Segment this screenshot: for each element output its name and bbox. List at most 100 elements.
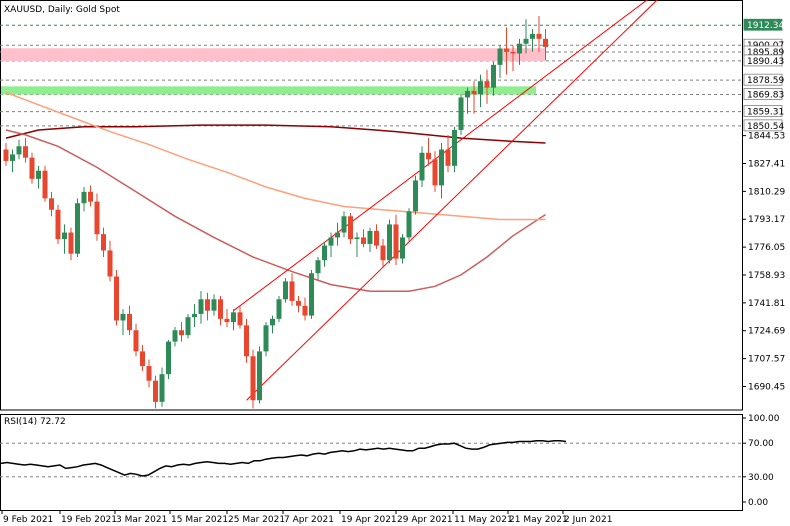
candle-body <box>218 299 223 319</box>
candle-body <box>296 300 301 306</box>
candle-body <box>198 299 204 314</box>
level-label-box <box>743 119 783 132</box>
candle-body <box>530 33 535 39</box>
y-tick-label: 1707.57 <box>748 355 785 365</box>
level-label-box <box>743 88 783 100</box>
candle-body <box>478 81 483 95</box>
y-tick-label: 1776.05 <box>748 243 785 253</box>
candle-body <box>49 198 54 210</box>
candle-body <box>380 245 386 261</box>
y-tick-label: 1724.69 <box>748 327 785 337</box>
rsi-panel: 100.00 70.00 30.00 0.00 <box>0 414 780 508</box>
candle-body <box>465 90 470 98</box>
x-tick-label: 15 Mar 2021 <box>171 515 228 525</box>
level-label-box <box>743 18 783 31</box>
y-tick-label: 1758.93 <box>748 271 785 281</box>
candle-body <box>114 276 119 321</box>
y-tick-label: 1793.17 <box>748 215 785 225</box>
candle-body <box>497 48 503 65</box>
candle-body <box>159 374 165 402</box>
candle-body <box>140 351 145 367</box>
moving-average-line <box>5 91 546 221</box>
x-tick-label: 19 Feb 2021 <box>61 515 117 525</box>
candle-body <box>94 201 100 235</box>
candle-body <box>302 305 308 316</box>
candle-body <box>185 317 191 336</box>
candle-body <box>42 170 48 199</box>
candle-body <box>81 191 87 204</box>
candle-body <box>471 90 477 95</box>
candle-body <box>101 234 106 251</box>
rsi-title: RSI(14) 72.72 <box>4 417 66 427</box>
candle-body <box>289 281 295 301</box>
y-tick-label: 1810.29 <box>748 187 785 197</box>
level-label-text: 1850.54 <box>747 122 784 132</box>
candle-body <box>367 230 373 244</box>
candle-body <box>68 232 74 254</box>
candle-body <box>224 318 230 323</box>
candle-body <box>55 209 61 240</box>
candle-body <box>445 149 451 166</box>
rsi-line <box>0 439 567 477</box>
candle-body <box>374 230 379 246</box>
y-tick-label: 1741.81 <box>748 299 785 309</box>
candle-body <box>179 330 184 336</box>
price-axis-labels: 1690.45 1707.57 1724.69 1741.81 1758.93 1776.… <box>742 132 785 392</box>
rsi-tick-label: 0.00 <box>748 498 768 508</box>
level-label-text: 1859.31 <box>747 108 784 118</box>
support-zone <box>1 86 536 95</box>
x-tick-label: 7 Apr 2021 <box>284 515 334 525</box>
candle-body <box>127 313 132 331</box>
level-label-box <box>743 105 783 117</box>
candle-body <box>484 81 490 88</box>
moving-average-line <box>5 124 546 144</box>
candle-body <box>237 312 243 326</box>
candle-body <box>419 152 425 181</box>
zones <box>1 48 546 95</box>
candle-body <box>231 312 236 323</box>
candle-body <box>172 330 178 342</box>
level-label-text: 1895.89 <box>747 48 784 58</box>
candle-body <box>3 149 9 161</box>
candle-body <box>29 157 35 179</box>
level-label-text: 1878.59 <box>747 76 784 86</box>
chart-title: XAUUSD, Daily: Gold Spot <box>4 5 120 15</box>
candle-body <box>400 237 405 259</box>
candle-body <box>439 149 444 186</box>
candle-body <box>283 281 288 300</box>
candle-body <box>413 180 418 212</box>
candle-body <box>192 313 197 318</box>
rsi-panel-border <box>0 414 743 511</box>
level-label-text: 1869.83 <box>747 90 784 100</box>
level-label-box <box>743 54 783 67</box>
x-tick-label: 25 Mar 2021 <box>228 515 285 525</box>
candle-body <box>523 38 529 44</box>
candle-body <box>257 351 262 401</box>
rsi-tick-label: 100.00 <box>748 414 780 424</box>
candle-body <box>153 380 158 402</box>
candle-body <box>315 260 321 274</box>
candle-body <box>354 237 360 240</box>
level-label-text: 1912.34 <box>747 21 784 31</box>
y-tick-label: 1690.45 <box>748 382 785 392</box>
candle-body <box>250 356 256 401</box>
x-tick-label: 3 Mar 2021 <box>116 515 167 525</box>
candle-body <box>120 313 126 321</box>
candle-body <box>328 237 334 246</box>
candle-body <box>406 211 412 238</box>
candle-body <box>348 216 353 240</box>
level-label-text: 1890.43 <box>747 57 784 67</box>
candle-body <box>10 154 15 161</box>
candle-body <box>205 299 210 311</box>
candle-body <box>36 170 41 179</box>
candle-body <box>510 51 516 54</box>
candle-body <box>504 48 509 52</box>
moving-average-line <box>5 129 546 292</box>
horizontal-levels <box>0 24 742 127</box>
candle-body <box>543 38 548 47</box>
x-tick-label: 29 Apr 2021 <box>397 515 453 525</box>
candle-body <box>75 203 80 254</box>
